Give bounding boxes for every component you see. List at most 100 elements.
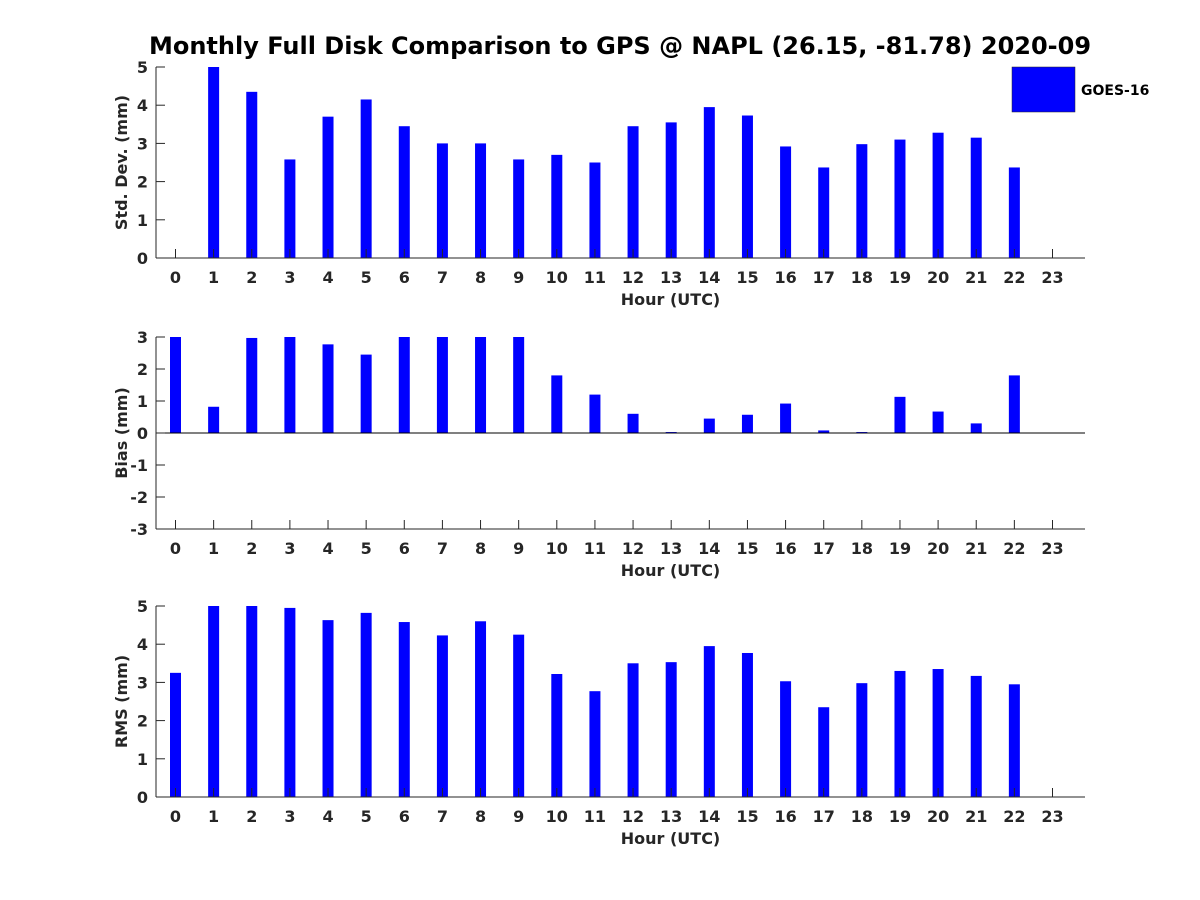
std-dev-y-axis-label: Std. Dev. (mm)	[112, 95, 131, 230]
std-dev-x-tick-label: 8	[475, 268, 486, 287]
std-dev-bar-hour-7	[436, 143, 448, 258]
rms-bar-hour-11	[589, 691, 601, 797]
std-dev-bar-hour-10	[551, 154, 563, 258]
bias-x-tick-label: 5	[361, 539, 372, 558]
bias-y-tick-label: -3	[130, 520, 148, 539]
bias-y-axis-label: Bias (mm)	[112, 387, 131, 479]
bias-x-tick-label: 10	[546, 539, 568, 558]
std-dev-bar-hour-4	[322, 116, 334, 258]
rms-bar-hour-14	[703, 646, 715, 797]
std-dev-x-tick-label: 1	[208, 268, 219, 287]
std-dev-x-tick-label: 23	[1041, 268, 1063, 287]
bias-bar-hour-14	[703, 418, 715, 433]
bias-x-tick-label: 4	[322, 539, 333, 558]
rms-bar-hour-4	[322, 620, 334, 797]
std-dev-x-tick-label: 21	[965, 268, 987, 287]
rms-bar-hour-20	[932, 669, 944, 797]
std-dev-x-tick-label: 10	[546, 268, 568, 287]
std-dev-bar-hour-12	[627, 126, 639, 259]
std-dev-y-tick-label: 4	[137, 96, 148, 115]
rms-x-tick-label: 5	[361, 807, 372, 826]
rms-y-tick-label: 4	[137, 635, 148, 654]
std-dev-x-tick-label: 7	[437, 268, 448, 287]
std-dev-y-tick-label: 3	[137, 134, 148, 153]
std-dev-bar-hour-18	[856, 144, 868, 258]
bias-y-tick-label: 0	[137, 424, 148, 443]
std-dev-bar-hour-22	[1008, 167, 1020, 258]
std-dev-y-tick-label: 2	[137, 173, 148, 192]
std-dev-x-tick-label: 14	[698, 268, 720, 287]
std-dev-x-tick-label: 6	[399, 268, 410, 287]
bias-x-tick-label: 20	[927, 539, 949, 558]
rms-bar-hour-21	[970, 675, 982, 797]
bias-bar-hour-8	[475, 337, 487, 433]
rms-x-tick-label: 7	[437, 807, 448, 826]
rms-bar-hour-19	[894, 670, 906, 797]
bias-bar-hour-4	[322, 344, 334, 433]
rms-bar-hour-13	[665, 662, 677, 797]
bias-x-tick-label: 23	[1041, 539, 1063, 558]
rms-bar-hour-2	[246, 606, 258, 797]
std-dev-y-tick-label: 0	[137, 249, 148, 268]
rms-bar-hour-0	[170, 672, 181, 797]
bias-x-tick-label: 2	[246, 539, 257, 558]
std-dev-bar-hour-11	[589, 162, 601, 258]
bias-x-tick-label: 17	[813, 539, 835, 558]
bias-x-tick-label: 18	[851, 539, 873, 558]
rms-x-tick-label: 15	[736, 807, 758, 826]
bias-bar-hour-10	[551, 375, 563, 433]
rms-x-tick-label: 12	[622, 807, 644, 826]
std-dev-x-tick-label: 16	[774, 268, 796, 287]
bias-bar-hour-1	[208, 406, 220, 433]
rms-x-tick-label: 9	[513, 807, 524, 826]
rms-bar-hour-9	[513, 634, 525, 797]
bias-x-tick-label: 13	[660, 539, 682, 558]
std-dev-x-tick-label: 2	[246, 268, 257, 287]
rms-y-tick-label: 2	[137, 712, 148, 731]
bias-bar-hour-9	[513, 337, 525, 433]
bias-x-tick-label: 6	[399, 539, 410, 558]
rms-bar-hour-7	[436, 635, 448, 797]
rms-x-tick-label: 2	[246, 807, 257, 826]
rms-y-tick-label: 0	[137, 788, 148, 807]
bias-y-tick-label: -1	[130, 456, 148, 475]
rms-y-tick-label: 3	[137, 673, 148, 692]
bias-bar-hour-20	[932, 411, 944, 433]
std-dev-bar-hour-1	[208, 67, 220, 258]
bias-bar-hour-0	[170, 337, 181, 433]
rms-bar-hour-6	[398, 622, 410, 797]
bias-x-tick-label: 0	[170, 539, 181, 558]
rms-x-tick-label: 18	[851, 807, 873, 826]
std-dev-x-tick-label: 12	[622, 268, 644, 287]
bias-x-tick-label: 15	[736, 539, 758, 558]
rms-bar-hour-12	[627, 663, 639, 797]
std-dev-x-tick-label: 0	[170, 268, 181, 287]
std-dev-bar-hour-21	[970, 137, 982, 258]
std-dev-bar-hour-17	[818, 167, 830, 258]
std-dev-bar-hour-16	[780, 146, 792, 258]
std-dev-bar-hour-20	[932, 132, 944, 258]
rms-bar-hour-15	[741, 652, 753, 797]
rms-x-tick-label: 8	[475, 807, 486, 826]
rms-y-tick-label: 5	[137, 597, 148, 616]
rms-bar-hour-22	[1008, 684, 1020, 797]
rms-bar-hour-1	[208, 606, 220, 797]
chart-title: Monthly Full Disk Comparison to GPS @ NA…	[149, 32, 1091, 60]
rms-bar-hour-5	[360, 612, 372, 797]
legend: GOES-16	[1011, 66, 1149, 113]
bias-bar-hour-6	[398, 337, 410, 433]
std-dev-x-axis-label: Hour (UTC)	[621, 290, 721, 309]
rms-x-tick-label: 14	[698, 807, 720, 826]
bias-bar-hour-16	[780, 403, 792, 433]
rms-x-tick-label: 21	[965, 807, 987, 826]
std-dev-bar-hour-19	[894, 139, 906, 258]
std-dev-bar-hour-9	[513, 159, 525, 258]
rms-bar-hour-10	[551, 673, 563, 797]
rms-x-tick-label: 6	[399, 807, 410, 826]
std-dev-bar-hour-14	[703, 107, 715, 258]
rms-x-tick-label: 1	[208, 807, 219, 826]
std-dev-x-tick-label: 15	[736, 268, 758, 287]
rms-bar-hour-17	[818, 707, 830, 797]
